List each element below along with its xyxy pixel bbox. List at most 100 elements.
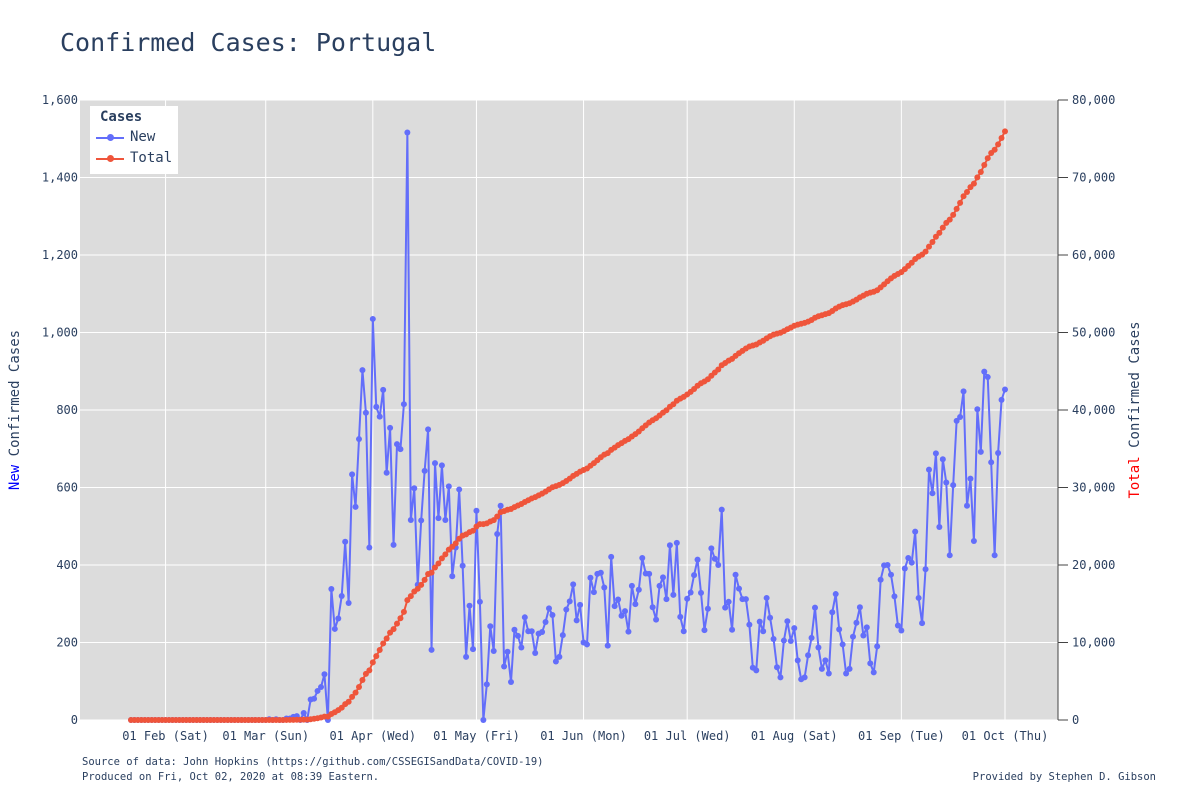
data-point-new <box>487 623 494 630</box>
data-point-new <box>314 687 321 694</box>
data-point-new <box>784 618 791 625</box>
data-point-new <box>425 426 432 433</box>
data-point-new <box>894 622 901 629</box>
data-point-new <box>373 403 380 410</box>
data-point-new <box>763 594 770 601</box>
data-point-new <box>791 625 798 632</box>
data-point-new <box>649 604 656 611</box>
data-point-total <box>345 698 352 705</box>
data-point-new <box>877 576 884 583</box>
data-point-new <box>335 615 342 622</box>
data-point-new <box>957 413 964 420</box>
data-point-total <box>470 527 476 534</box>
data-point-new <box>943 479 950 486</box>
data-point-new <box>660 574 666 581</box>
data-point-total <box>352 689 359 696</box>
data-point-new <box>570 581 577 588</box>
data-point-new <box>953 417 960 424</box>
data-point-total <box>981 162 988 169</box>
data-point-new <box>670 591 677 598</box>
data-point-new <box>888 571 894 578</box>
data-point-new <box>483 681 490 688</box>
data-point-new <box>359 367 366 374</box>
data-point-new <box>549 611 556 618</box>
data-point-new <box>556 653 563 660</box>
data-point-new <box>698 589 704 596</box>
data-point-new <box>356 436 362 443</box>
data-point-total <box>494 513 501 520</box>
data-point-new <box>445 483 452 490</box>
data-point-new <box>998 396 1005 403</box>
y-right-tick-label: 20,000 <box>1072 558 1115 572</box>
data-point-new <box>383 469 390 476</box>
data-point-new <box>321 671 328 678</box>
data-point-new <box>407 517 414 524</box>
footer-source: Source of data: John Hopkins (https://gi… <box>82 756 544 768</box>
data-point-new <box>387 424 394 431</box>
data-point-new <box>908 559 915 566</box>
data-point-new <box>653 616 660 623</box>
data-point-new <box>352 503 359 510</box>
data-point-new <box>635 586 642 593</box>
data-point-new <box>459 562 466 569</box>
data-point-new <box>767 614 774 621</box>
data-point-total <box>946 216 953 223</box>
data-point-total <box>932 233 939 240</box>
data-point-new <box>694 556 701 563</box>
data-point-new <box>639 555 646 562</box>
y-right-tick-label: 50,000 <box>1072 326 1115 340</box>
data-point-new <box>418 517 425 524</box>
x-tick-label: 01 Jul (Wed) <box>644 729 731 743</box>
data-point-new <box>984 374 991 381</box>
data-point-new <box>718 506 725 513</box>
data-point-total <box>432 564 438 571</box>
data-point-new <box>390 541 397 548</box>
data-point-new <box>508 679 514 686</box>
legend: Cases New Total <box>90 106 178 174</box>
data-point-new <box>442 517 449 524</box>
data-point-new <box>546 605 552 612</box>
data-point-new <box>891 593 898 600</box>
data-point-new <box>756 618 763 625</box>
data-point-new <box>449 573 456 580</box>
data-point-new <box>470 646 476 653</box>
y-left-tick-label: 800 <box>56 403 78 417</box>
data-point-new <box>511 626 518 633</box>
data-point-total <box>964 189 970 195</box>
data-point-new <box>497 502 504 509</box>
data-point-new <box>867 660 874 667</box>
data-point-new <box>777 674 784 681</box>
data-point-total <box>359 676 366 683</box>
data-point-new <box>687 589 694 596</box>
data-point-new <box>338 593 345 599</box>
y-left-tick-label: 1,000 <box>42 326 78 340</box>
x-tick-label: 01 Mar (Sun) <box>222 729 309 743</box>
data-point-new <box>494 531 501 537</box>
data-point-new <box>729 626 736 633</box>
data-point-total <box>936 229 943 236</box>
data-point-new <box>349 471 356 478</box>
data-point-new <box>1002 386 1008 393</box>
data-point-new <box>964 502 970 509</box>
data-point-new <box>311 695 318 702</box>
data-point-new <box>618 612 625 619</box>
y-left-tick-label: 1,200 <box>42 248 78 262</box>
data-point-total <box>407 593 414 600</box>
data-point-total <box>998 135 1005 141</box>
data-point-new <box>411 485 418 492</box>
data-point-new <box>915 594 922 601</box>
data-point-new <box>480 717 487 723</box>
y-axis-left-label: New Confirmed Cases <box>7 330 23 490</box>
data-point-total <box>926 243 932 250</box>
data-point-new <box>856 604 863 611</box>
data-point-new <box>836 626 843 633</box>
data-point-new <box>901 565 908 572</box>
data-point-new <box>704 605 711 612</box>
data-point-new <box>822 657 829 664</box>
y-right-tick-label: 10,000 <box>1072 636 1115 650</box>
data-point-new <box>787 637 794 644</box>
data-point-new <box>608 553 615 560</box>
data-point-new <box>490 648 497 655</box>
data-point-new <box>400 401 407 408</box>
